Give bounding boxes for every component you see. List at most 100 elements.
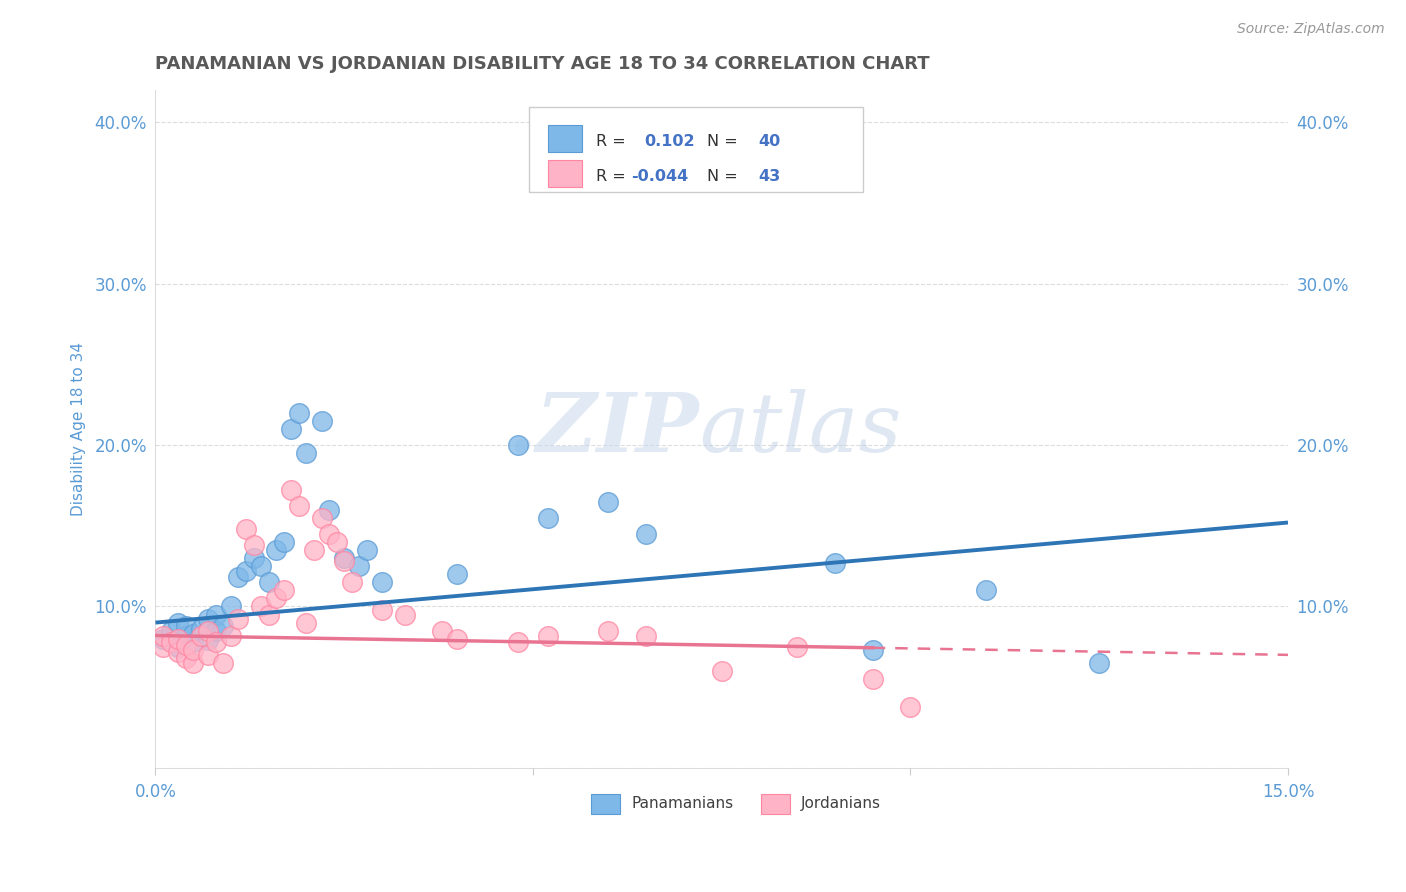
Point [371,575,394,590]
Point [181,635,204,649]
Point [974,583,997,598]
Point [598,624,620,638]
Text: N =: N = [707,169,738,184]
Point [318,526,340,541]
Point [197,612,219,626]
Text: Source: ZipAtlas.com: Source: ZipAtlas.com [1237,22,1385,37]
Point [311,510,333,524]
Point [242,551,264,566]
Point [318,502,340,516]
Point [190,622,212,636]
Point [242,538,264,552]
Point [250,599,273,614]
Point [295,446,318,460]
Point [900,699,922,714]
Point [349,559,371,574]
Point [250,559,273,574]
Point [257,575,280,590]
Text: R =: R = [596,134,626,149]
Text: Jordanians: Jordanians [801,797,882,812]
Point [506,438,529,452]
Text: R =: R = [596,169,626,184]
Text: atlas: atlas [699,389,901,469]
Point [152,628,174,642]
Point [152,632,174,646]
Bar [592,794,620,814]
Point [197,648,219,662]
Point [152,640,174,654]
Point [537,628,560,642]
Point [167,615,190,630]
Point [174,651,197,665]
Point [159,624,181,638]
Point [273,535,295,549]
Point [311,414,333,428]
Point [537,510,560,524]
Point [167,645,190,659]
Point [219,599,242,614]
Text: 0.102: 0.102 [645,134,696,149]
Point [167,640,190,654]
Text: N =: N = [707,134,738,149]
Point [257,607,280,622]
FancyBboxPatch shape [529,107,863,192]
Point [181,643,204,657]
Point [264,591,287,606]
Point [710,664,733,678]
Point [174,628,197,642]
Point [824,556,846,570]
Point [197,624,219,638]
Point [174,638,197,652]
Point [174,619,197,633]
Point [204,635,226,649]
Text: .ZIP: .ZIP [508,389,699,469]
Point [288,500,311,514]
Point [280,483,302,498]
Point [862,643,884,657]
Text: PANAMANIAN VS JORDANIAN DISABILITY AGE 18 TO 34 CORRELATION CHART: PANAMANIAN VS JORDANIAN DISABILITY AGE 1… [156,55,929,73]
Point [356,543,378,558]
Point [333,551,356,566]
Bar [548,161,582,187]
Y-axis label: Disability Age 18 to 34: Disability Age 18 to 34 [72,342,86,516]
Point [786,640,808,654]
Point [197,633,219,648]
Point [212,619,235,633]
Point [264,543,287,558]
Text: -0.044: -0.044 [631,169,689,184]
Point [212,656,235,670]
Point [159,635,181,649]
Text: 40: 40 [758,134,780,149]
Point [280,422,302,436]
Point [325,535,347,549]
Text: Panamanians: Panamanians [631,797,733,812]
Point [333,554,356,568]
Point [394,607,416,622]
Point [446,632,468,646]
Point [371,603,394,617]
Point [204,607,226,622]
Point [181,627,204,641]
Point [235,564,257,578]
Point [636,526,658,541]
Point [204,624,226,638]
Point [219,628,242,642]
Point [273,583,295,598]
Point [598,494,620,508]
Point [295,615,318,630]
Point [167,632,190,646]
Point [228,612,250,626]
Point [862,672,884,686]
Bar [761,794,790,814]
Point [190,628,212,642]
Point [302,543,325,558]
Point [181,656,204,670]
Point [432,624,454,638]
Point [340,575,363,590]
Point [228,570,250,584]
Point [446,567,468,582]
Point [506,635,529,649]
Point [636,628,658,642]
Point [288,406,311,420]
Bar [548,125,582,153]
